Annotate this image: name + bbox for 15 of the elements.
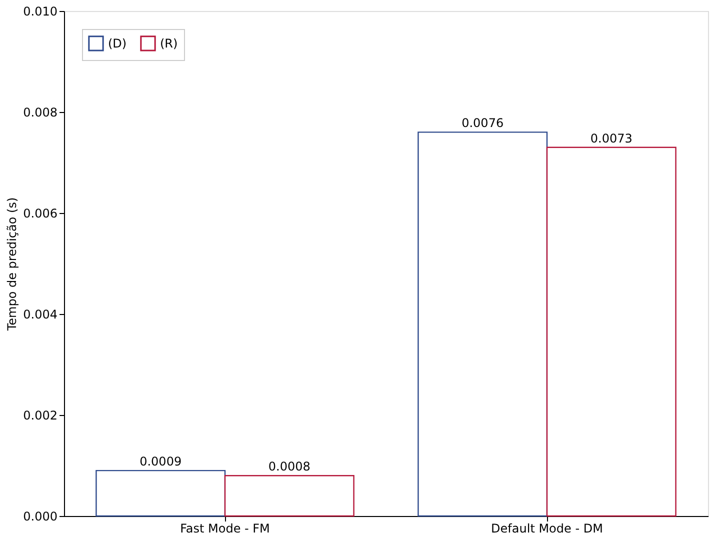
legend-label: (R)	[160, 36, 178, 50]
y-tick-label: 0.002	[23, 408, 58, 422]
y-tick-label: 0.006	[23, 206, 58, 220]
data-label: 0.0009	[140, 454, 182, 469]
data-label: 0.0008	[268, 460, 310, 474]
y-tick-label: 0.000	[23, 510, 58, 524]
x-tick-label: Default Mode - DM	[491, 522, 603, 536]
y-axis-title: Tempo de predição (s)	[5, 197, 20, 332]
x-tick-label: Fast Mode - FM	[180, 522, 270, 536]
y-tick-label: 0.008	[23, 106, 58, 120]
y-tick-label: 0.010	[23, 4, 58, 18]
legend-label: (D)	[108, 36, 127, 50]
data-label: 0.0076	[462, 116, 504, 130]
y-tick-label: 0.004	[23, 308, 58, 322]
data-label: 0.0073	[590, 131, 632, 146]
